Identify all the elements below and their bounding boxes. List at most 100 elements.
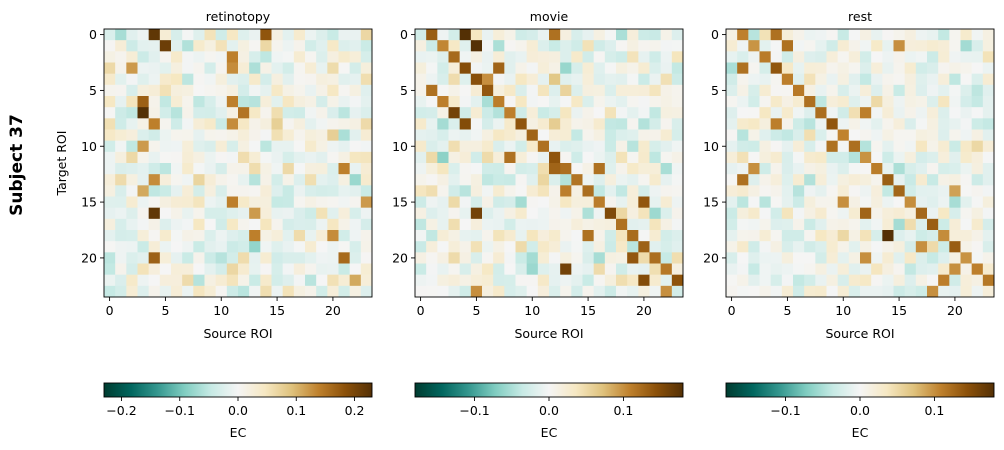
heatmap-cell bbox=[249, 107, 261, 119]
heatmap-cell bbox=[327, 62, 339, 75]
heatmap-cell bbox=[748, 107, 760, 119]
heatmap-cell bbox=[148, 84, 161, 97]
heatmap-cell bbox=[915, 51, 928, 63]
heatmap-cell bbox=[148, 185, 161, 197]
heatmap-cell bbox=[115, 129, 127, 142]
heatmap-cell bbox=[616, 107, 628, 119]
y-tick-label: 10 bbox=[81, 139, 97, 154]
heatmap-cell bbox=[593, 185, 606, 197]
heatmap-cell bbox=[327, 185, 339, 197]
heatmap-cell bbox=[349, 241, 362, 253]
heatmap-cell bbox=[415, 174, 427, 186]
heatmap-cell bbox=[104, 185, 116, 197]
heatmap-cell bbox=[882, 62, 894, 75]
heatmap-cell bbox=[660, 96, 673, 108]
heatmap-cell bbox=[781, 140, 794, 153]
heatmap-cell bbox=[871, 73, 883, 86]
heatmap-cell bbox=[260, 107, 272, 119]
heatmap-cell bbox=[882, 29, 894, 41]
heatmap-cell bbox=[938, 230, 950, 242]
heatmap-cell bbox=[660, 118, 673, 130]
heatmap-cell bbox=[360, 62, 373, 75]
heatmap-cell bbox=[604, 129, 617, 142]
heatmap-cell bbox=[282, 40, 295, 52]
heatmap-cell bbox=[482, 241, 494, 253]
heatmap-cell bbox=[793, 218, 805, 231]
heatmap-cell bbox=[470, 196, 483, 209]
heatmap-cell bbox=[459, 218, 472, 231]
heatmap-cell bbox=[560, 151, 572, 164]
heatmap-cell bbox=[349, 196, 362, 209]
heatmap-cell bbox=[415, 62, 427, 75]
heatmap-cell bbox=[915, 118, 928, 130]
heatmap-cell bbox=[515, 230, 528, 242]
heatmap-cell bbox=[837, 163, 850, 175]
heatmap-cell bbox=[982, 218, 995, 231]
heatmap-cell bbox=[748, 263, 760, 276]
heatmap-cell bbox=[193, 252, 205, 264]
heatmap-cell bbox=[915, 196, 928, 209]
heatmap-cell bbox=[215, 29, 228, 41]
heatmap-cell bbox=[748, 163, 760, 175]
heatmap-cell bbox=[482, 73, 494, 86]
heatmap-cell bbox=[327, 151, 339, 164]
heatmap-cell bbox=[770, 96, 783, 108]
heatmap-cell bbox=[893, 73, 906, 86]
heatmap-cell bbox=[793, 196, 805, 209]
heatmap-cell bbox=[104, 140, 116, 153]
heatmap-cell bbox=[904, 241, 917, 253]
heatmap-cell bbox=[660, 241, 673, 253]
heatmap-cell bbox=[215, 62, 228, 75]
heatmap-cell bbox=[104, 207, 116, 220]
heatmap-cell bbox=[616, 252, 628, 264]
heatmap-cell bbox=[115, 230, 127, 242]
heatmap-cell bbox=[804, 252, 816, 264]
heatmap-cell bbox=[482, 196, 494, 209]
heatmap-cell bbox=[949, 230, 961, 242]
heatmap-cell bbox=[537, 207, 550, 220]
heatmap-cell bbox=[226, 263, 239, 276]
heatmap-cell bbox=[504, 40, 516, 52]
heatmap-cell bbox=[759, 230, 772, 242]
heatmap-cell bbox=[582, 51, 595, 63]
heatmap-cell bbox=[860, 29, 872, 41]
heatmap-cell bbox=[660, 107, 673, 119]
heatmap-cell bbox=[115, 263, 127, 276]
heatmap-cell bbox=[804, 230, 816, 242]
heatmap-cell bbox=[982, 230, 995, 242]
heatmap-cell bbox=[327, 40, 339, 52]
heatmap-cell bbox=[593, 285, 606, 298]
heatmap-cell bbox=[982, 129, 995, 142]
heatmap-cell bbox=[238, 96, 250, 108]
heatmap-cell bbox=[159, 151, 172, 164]
heatmap-cell bbox=[327, 252, 339, 264]
heatmap-cell bbox=[215, 96, 228, 108]
heatmap-cell bbox=[571, 73, 583, 86]
heatmap-cell bbox=[137, 40, 150, 52]
heatmap-cell bbox=[826, 62, 839, 75]
heatmap-cell bbox=[759, 207, 772, 220]
heatmap-cell bbox=[415, 163, 427, 175]
heatmap-cell bbox=[582, 140, 595, 153]
heatmap-cell bbox=[815, 274, 827, 287]
heatmap-cell bbox=[848, 285, 861, 298]
heatmap-cell bbox=[638, 218, 650, 231]
heatmap-cell bbox=[271, 207, 284, 220]
heatmap-cell bbox=[360, 29, 373, 41]
heatmap-cell bbox=[616, 230, 628, 242]
heatmap-cell bbox=[649, 29, 662, 41]
heatmap-cell bbox=[193, 51, 205, 63]
heatmap-cell bbox=[915, 263, 928, 276]
heatmap-cell bbox=[627, 207, 639, 220]
heatmap-cell bbox=[871, 274, 883, 287]
heatmap-cell bbox=[282, 151, 295, 164]
heatmap-cell bbox=[848, 196, 861, 209]
heatmap-cell bbox=[193, 185, 205, 197]
heatmap-cell bbox=[793, 29, 805, 41]
heatmap-cell bbox=[871, 196, 883, 209]
heatmap-cell bbox=[960, 151, 973, 164]
heatmap-cell bbox=[904, 96, 917, 108]
heatmap-cell bbox=[848, 29, 861, 41]
heatmap-cell bbox=[726, 163, 738, 175]
